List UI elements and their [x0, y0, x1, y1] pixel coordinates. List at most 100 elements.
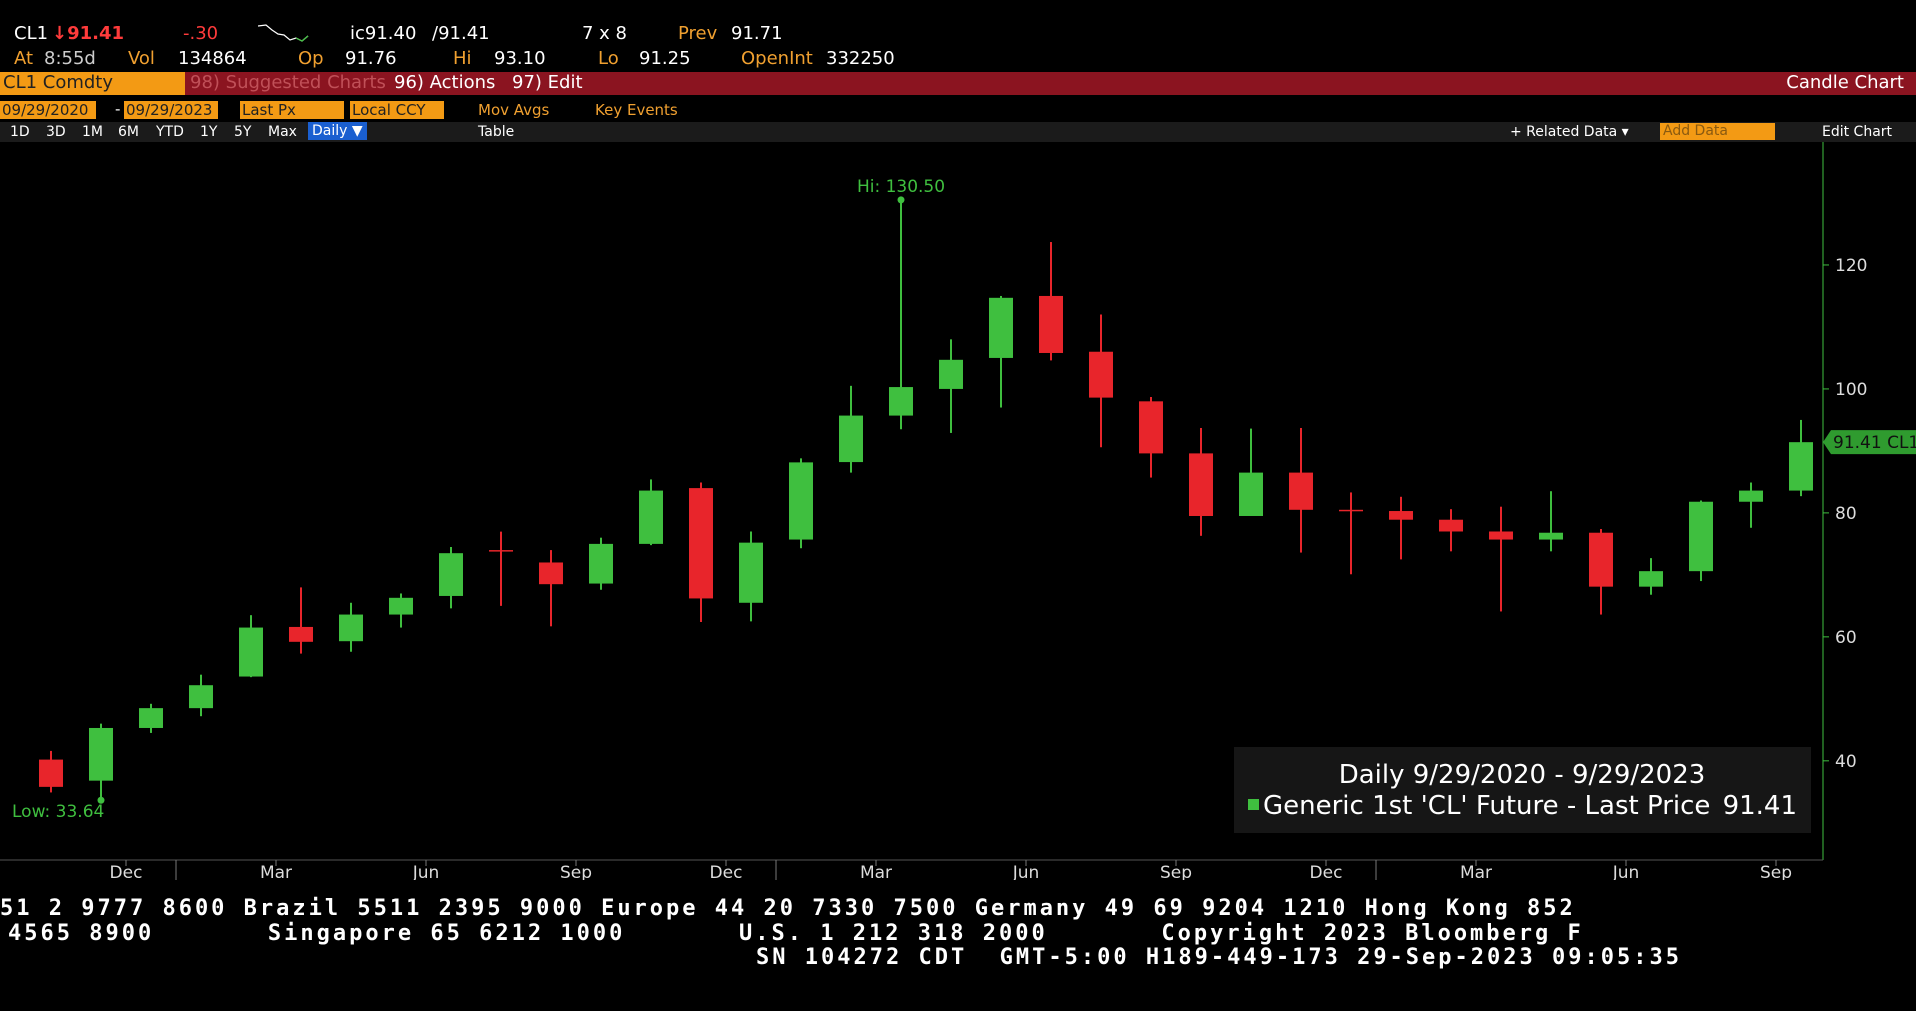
date-field[interactable]: 09/29/2023	[124, 101, 218, 119]
candle-body	[789, 462, 813, 540]
legend-series: Generic 1st 'CL' Future - Last Price	[1263, 791, 1710, 821]
ticker: CL1	[14, 23, 49, 44]
toolbar: Add Data Table + Related Data ▾ Edit Cha…	[0, 122, 1916, 142]
y-tick-label: 80	[1835, 504, 1857, 524]
candle-body	[539, 562, 563, 585]
range-button[interactable]: 1Y	[200, 124, 218, 140]
bid: ic91.40	[350, 23, 417, 44]
ticker-line: SN 104272 CDT GMT-5:00 H189-449-173 29-S…	[756, 945, 1682, 970]
price-tag-bg	[1823, 430, 1916, 455]
candle-body	[1739, 490, 1763, 502]
candle-body	[989, 297, 1013, 358]
value: 332250	[826, 48, 895, 69]
sparkline	[258, 24, 309, 42]
range-button[interactable]: Max	[268, 124, 297, 140]
size: 7 x 8	[582, 23, 627, 44]
related-data[interactable]: + Related Data ▾	[1510, 124, 1629, 140]
chart-name: Candle Chart	[1786, 72, 1904, 93]
candle-body	[1389, 511, 1413, 520]
value: 8:55d	[44, 48, 96, 69]
candle-body	[839, 415, 863, 463]
candle-body	[39, 759, 63, 787]
dash: -	[115, 100, 121, 118]
candle-body	[1239, 472, 1263, 516]
label: Prev	[678, 23, 718, 44]
candle-body	[389, 597, 413, 615]
legend-swatch	[1248, 799, 1259, 810]
label: At	[14, 48, 34, 69]
date-field[interactable]: 09/29/2020	[0, 101, 96, 119]
ticker-line: 51 2 9777 8600 Brazil 5511 2395 9000 Eur…	[0, 896, 1576, 921]
candle-body	[139, 708, 163, 728]
period-button[interactable]: Daily ▼	[308, 122, 367, 140]
menu-item[interactable]: 96) Actions	[394, 72, 496, 93]
x-tick-label: Mar	[1460, 863, 1492, 880]
menu-bar: CL1 Comdty 98) Suggested Charts 96) Acti…	[0, 72, 1916, 95]
range-button[interactable]: 6M	[118, 124, 139, 140]
menu-item[interactable]: 98) Suggested Charts	[190, 72, 386, 93]
candle-body	[1639, 571, 1663, 587]
candle-body	[239, 627, 263, 677]
security-field[interactable]: CL1 Comdty	[0, 72, 185, 95]
candle-body	[1189, 453, 1213, 516]
candle-body	[439, 553, 463, 596]
x-tick-label: Dec	[1310, 863, 1343, 880]
candle-body	[589, 543, 613, 584]
label: Hi	[453, 48, 472, 69]
range-button[interactable]: 1M	[82, 124, 103, 140]
candle-body	[1689, 501, 1713, 572]
edit-chart[interactable]: Edit Chart	[1822, 124, 1893, 140]
value: 134864	[178, 48, 247, 69]
field-select[interactable]: Last Px	[240, 101, 344, 119]
legend-value: 91.41	[1723, 791, 1797, 821]
range-button[interactable]: 5Y	[234, 124, 252, 140]
candle-body	[889, 387, 913, 416]
candle-body	[1789, 442, 1813, 491]
candle-body	[289, 626, 313, 642]
high-marker	[897, 196, 905, 204]
candle-body	[189, 685, 213, 709]
add-data[interactable]: Add Data	[1660, 123, 1775, 140]
candle-body	[1539, 532, 1563, 540]
candle-body	[739, 542, 763, 603]
legend-title: Daily 9/29/2020 - 9/29/2023	[1339, 760, 1706, 790]
range-button[interactable]: 3D	[46, 124, 66, 140]
candle-body	[89, 727, 113, 781]
y-tick-label: 120	[1835, 256, 1867, 276]
y-tick-label: 60	[1835, 628, 1857, 648]
label: OpenInt	[741, 48, 813, 69]
checkbox-label[interactable]: Mov Avgs	[478, 101, 550, 119]
range-button[interactable]: YTD	[156, 124, 184, 140]
candle-body	[489, 550, 513, 552]
x-tick-label: Dec	[110, 863, 143, 880]
candle-body	[1589, 532, 1613, 587]
label: Vol	[128, 48, 155, 69]
value: 91.25	[639, 48, 691, 69]
checkbox-label[interactable]: Key Events	[595, 101, 678, 119]
legend	[1234, 747, 1811, 833]
candle-body	[1339, 509, 1363, 512]
change: -.30	[183, 23, 219, 44]
value: 91.76	[345, 48, 397, 69]
candle-body	[689, 488, 713, 599]
range-button[interactable]: 1D	[10, 124, 30, 140]
menu-item[interactable]: 97) Edit	[512, 72, 583, 93]
label: Lo	[598, 48, 619, 69]
candle-body	[939, 359, 963, 389]
x-tick-label: Jun	[1012, 863, 1040, 880]
x-tick-label: Sep	[1160, 863, 1192, 880]
x-tick-label: Mar	[860, 863, 892, 880]
candle-body	[1489, 531, 1513, 540]
table-button[interactable]: Table	[478, 124, 515, 140]
x-tick-label: Sep	[1760, 863, 1792, 880]
value: 91.71	[731, 23, 783, 44]
low-marker	[97, 796, 105, 804]
currency-select[interactable]: Local CCY	[350, 101, 444, 119]
high-annotation: Hi: 130.50	[857, 177, 945, 197]
ticker-line: 4565 8900 Singapore 65 6212 1000 U.S. 1 …	[8, 921, 1584, 946]
candle-body	[1439, 519, 1463, 532]
price-tag: 91.41 CL1	[1833, 433, 1916, 453]
ask: /91.41	[432, 23, 490, 44]
y-tick-label: 100	[1835, 380, 1867, 400]
